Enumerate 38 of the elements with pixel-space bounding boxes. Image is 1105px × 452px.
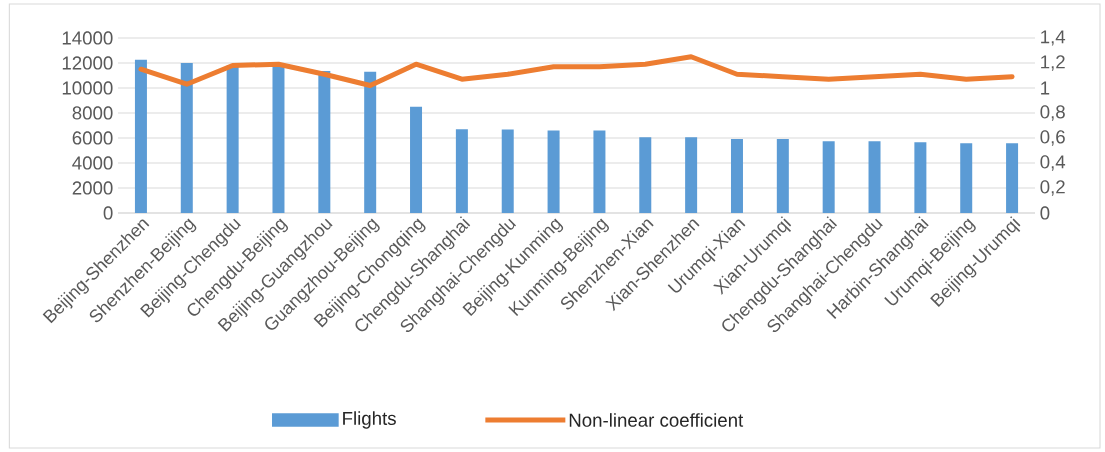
bar	[180, 62, 193, 213]
y-tick-label: 4000	[72, 156, 113, 170]
y2-tick-label: 0,2	[1040, 180, 1065, 196]
legend-label: Non-linear coefficient	[569, 413, 744, 427]
bar	[639, 137, 652, 213]
bar	[914, 142, 927, 213]
bar	[776, 138, 789, 213]
bar	[455, 129, 468, 213]
y2-tick-label: 0,4	[1040, 155, 1066, 171]
y-tick-label: 2000	[72, 181, 113, 195]
y2-tick-label: 0,6	[1040, 130, 1065, 146]
bar	[410, 106, 423, 213]
y2-tick-label: 1,4	[1041, 30, 1066, 46]
bar	[272, 64, 285, 213]
y-tick-label: 12000	[62, 56, 113, 70]
y-tick-label: 14000	[62, 31, 113, 45]
y2-tick-label: 0,8	[1040, 105, 1065, 121]
y2-tick-label: 1	[1041, 81, 1050, 95]
bar	[318, 71, 331, 213]
bar	[685, 137, 698, 213]
bar	[226, 65, 239, 213]
y-tick-label: 0	[103, 206, 113, 220]
bar	[730, 138, 743, 213]
y2-tick-label: 0	[1040, 206, 1050, 220]
y-tick-label: 6000	[72, 131, 113, 145]
bar	[134, 59, 147, 213]
bar	[593, 130, 606, 213]
bar	[1006, 143, 1019, 213]
bar	[822, 141, 835, 213]
bar	[868, 141, 881, 213]
y-tick-label: 8000	[72, 106, 113, 120]
y2-tick-label: 1,2	[1041, 55, 1065, 71]
bar	[547, 130, 560, 213]
legend-label: Flights	[343, 411, 396, 429]
bar	[501, 129, 514, 213]
bar	[960, 143, 973, 213]
bar	[364, 71, 377, 213]
y-tick-label: 10000	[62, 81, 113, 95]
